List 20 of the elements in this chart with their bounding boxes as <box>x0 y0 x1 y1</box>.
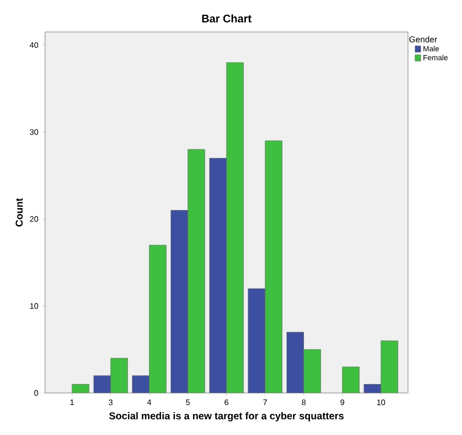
legend-title: Gender <box>409 36 438 42</box>
x-tick-label: 5 <box>186 400 190 406</box>
y-tick-label: 30 <box>30 129 38 135</box>
x-tick-label: 3 <box>108 400 113 406</box>
x-tick-label: 4 <box>147 400 152 406</box>
x-axis-title: Social media is a new target for a cyber squatters <box>109 412 344 422</box>
chart-title: Bar Chart <box>202 14 252 22</box>
y-tick-label: 0 <box>34 390 38 396</box>
x-tick-label: 7 <box>263 400 267 406</box>
y-tick-label: 40 <box>30 42 38 48</box>
y-tick-label: 10 <box>30 303 38 309</box>
x-tick-label: 9 <box>340 400 344 406</box>
x-tick-label: 1 <box>70 400 74 406</box>
x-tick-label: 6 <box>224 400 228 406</box>
x-tick-label: 10 <box>377 400 386 406</box>
x-tick-label: 8 <box>302 400 306 406</box>
bar <box>342 366 360 393</box>
bar <box>72 384 90 393</box>
y-tick-label: 20 <box>30 216 38 222</box>
y-axis-title: Count <box>16 198 23 227</box>
